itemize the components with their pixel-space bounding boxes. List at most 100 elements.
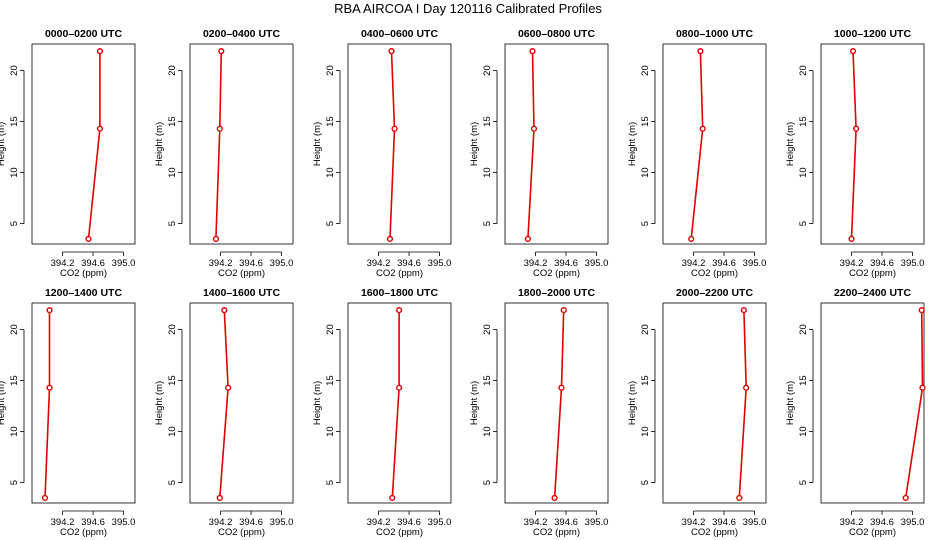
y-tick-label: 5 — [640, 221, 651, 226]
y-tick-label: 10 — [9, 426, 20, 437]
profile-point — [396, 307, 403, 314]
profile-line — [553, 310, 565, 498]
profile-point — [96, 125, 104, 132]
x-axis: 394.2 394.6 395.0 — [840, 251, 925, 269]
y-tick-label: 5 — [167, 221, 178, 226]
panel-title: 1400–1600 UTC — [203, 287, 280, 299]
profile-point — [216, 494, 223, 501]
y-tick-label: 5 — [482, 480, 493, 485]
x-axis-label: CO2 (ppm) — [60, 268, 107, 279]
y-tick-label: 15 — [798, 375, 809, 386]
profile-panel: 1200–1400 UTC 394.2 394.6 395.0 CO2 (ppm) 5 10… — [0, 287, 135, 538]
profile-point — [918, 307, 925, 314]
x-axis: 394.2 394.6 395.0 — [51, 510, 135, 528]
x-axis-label: CO2 (ppm) — [849, 527, 896, 538]
x-axis-label: CO2 (ppm) — [533, 268, 580, 279]
profile-panel: 1800–2000 UTC 394.2 394.6 395.0 CO2 (ppm) 5 10… — [469, 287, 608, 538]
y-tick-label: 5 — [9, 480, 20, 485]
panel-title: 0600–0800 UTC — [518, 28, 595, 40]
x-tick-label: 395.0 — [585, 517, 609, 528]
panel-title: 0400–0600 UTC — [361, 28, 438, 40]
y-tick-label: 10 — [640, 426, 651, 437]
plot-frame — [189, 43, 294, 245]
x-tick-label: 394.6 — [239, 258, 263, 269]
plot-frame — [662, 43, 767, 245]
y-axis: 5 10 15 20 — [167, 65, 183, 226]
profile-point — [221, 307, 228, 314]
y-axis-label: Height (m) — [312, 381, 323, 425]
profile-point — [389, 494, 396, 501]
y-tick-label: 10 — [9, 167, 20, 178]
x-tick-label: 394.6 — [397, 517, 421, 528]
y-tick-label: 20 — [167, 324, 178, 335]
plot-frame — [504, 302, 609, 504]
y-axis: 5 10 15 20 — [482, 324, 498, 485]
y-tick-label: 5 — [325, 480, 336, 485]
y-tick-label: 5 — [482, 221, 493, 226]
y-tick-label: 20 — [9, 324, 20, 335]
profile-panel: 1600–1800 UTC 394.2 394.6 395.0 CO2 (ppm) 5 10… — [312, 287, 451, 538]
y-tick-label: 5 — [9, 221, 20, 226]
profile-line — [690, 51, 704, 239]
y-tick-label: 15 — [167, 375, 178, 386]
profile-panel: 1000–1200 UTC 394.2 394.6 395.0 CO2 (ppm) 5 10… — [785, 28, 924, 279]
profile-panel: 0600–0800 UTC 394.2 394.6 395.0 CO2 (ppm) 5 10… — [469, 28, 608, 279]
y-tick-label: 10 — [640, 167, 651, 178]
profile-panel: 0400–0600 UTC 394.2 394.6 395.0 CO2 (ppm) 5 10… — [312, 28, 451, 279]
plot-frame — [347, 43, 452, 245]
plot-frame — [347, 302, 452, 504]
y-tick-label: 15 — [640, 375, 651, 386]
x-tick-label: 395.0 — [270, 258, 294, 269]
x-tick-label: 394.6 — [712, 258, 736, 269]
x-axis: 394.2 394.6 395.0 — [682, 251, 767, 269]
y-tick-label: 15 — [482, 116, 493, 127]
x-tick-label: 394.2 — [682, 517, 706, 528]
y-axis: 5 10 15 20 — [640, 65, 656, 226]
y-axis: 5 10 15 20 — [9, 324, 25, 485]
x-tick-label: 394.2 — [51, 258, 75, 269]
profile-panel: 0800–1000 UTC 394.2 394.6 395.0 CO2 (ppm) 5 10… — [627, 28, 766, 279]
x-tick-label: 395.0 — [743, 517, 767, 528]
y-axis-label: Height (m) — [0, 381, 7, 425]
x-tick-label: 394.2 — [840, 258, 864, 269]
profile-line — [850, 51, 857, 239]
x-axis-label: CO2 (ppm) — [376, 268, 423, 279]
plot-frame — [662, 302, 767, 504]
x-tick-label: 394.2 — [51, 517, 75, 528]
profile-point — [848, 235, 855, 242]
x-axis: 394.2 394.6 395.0 — [209, 251, 294, 269]
x-axis-label: CO2 (ppm) — [849, 268, 896, 279]
x-tick-label: 395.0 — [901, 258, 925, 269]
x-axis: 394.2 394.6 395.0 — [840, 510, 924, 528]
profile-point — [743, 384, 750, 391]
y-tick-label: 15 — [325, 116, 336, 127]
profile-point — [740, 307, 747, 314]
x-axis-label: CO2 (ppm) — [376, 527, 423, 538]
profile-point — [388, 48, 395, 55]
profile-point — [529, 48, 536, 55]
x-tick-label: 395.0 — [270, 517, 294, 528]
profile-panel: 0200–0400 UTC 394.2 394.6 395.0 CO2 (ppm) 5 10… — [154, 28, 293, 279]
x-tick-label: 394.2 — [209, 517, 233, 528]
profile-point — [849, 48, 857, 55]
y-axis: 5 10 15 20 — [482, 65, 498, 226]
panel-title: 1800–2000 UTC — [518, 287, 595, 299]
x-tick-label: 395.0 — [743, 258, 767, 269]
panel-title: 0800–1000 UTC — [676, 28, 753, 40]
profile-panel: 2000–2200 UTC 394.2 394.6 395.0 CO2 (ppm) 5 10… — [627, 287, 766, 538]
profile-point — [46, 307, 53, 314]
y-axis-label: Height (m) — [469, 381, 480, 425]
y-tick-label: 20 — [482, 324, 493, 335]
y-axis-label: Height (m) — [627, 122, 638, 166]
y-tick-label: 15 — [482, 375, 493, 386]
y-tick-label: 15 — [167, 116, 178, 127]
y-tick-label: 10 — [325, 167, 336, 178]
profile-point — [736, 494, 743, 501]
y-tick-label: 20 — [798, 65, 809, 76]
y-tick-label: 10 — [482, 167, 493, 178]
profile-point — [852, 125, 860, 132]
profile-line — [738, 310, 748, 498]
panel-title: 1200–1400 UTC — [45, 287, 122, 299]
profile-line — [87, 51, 101, 239]
y-tick-label: 10 — [325, 426, 336, 437]
